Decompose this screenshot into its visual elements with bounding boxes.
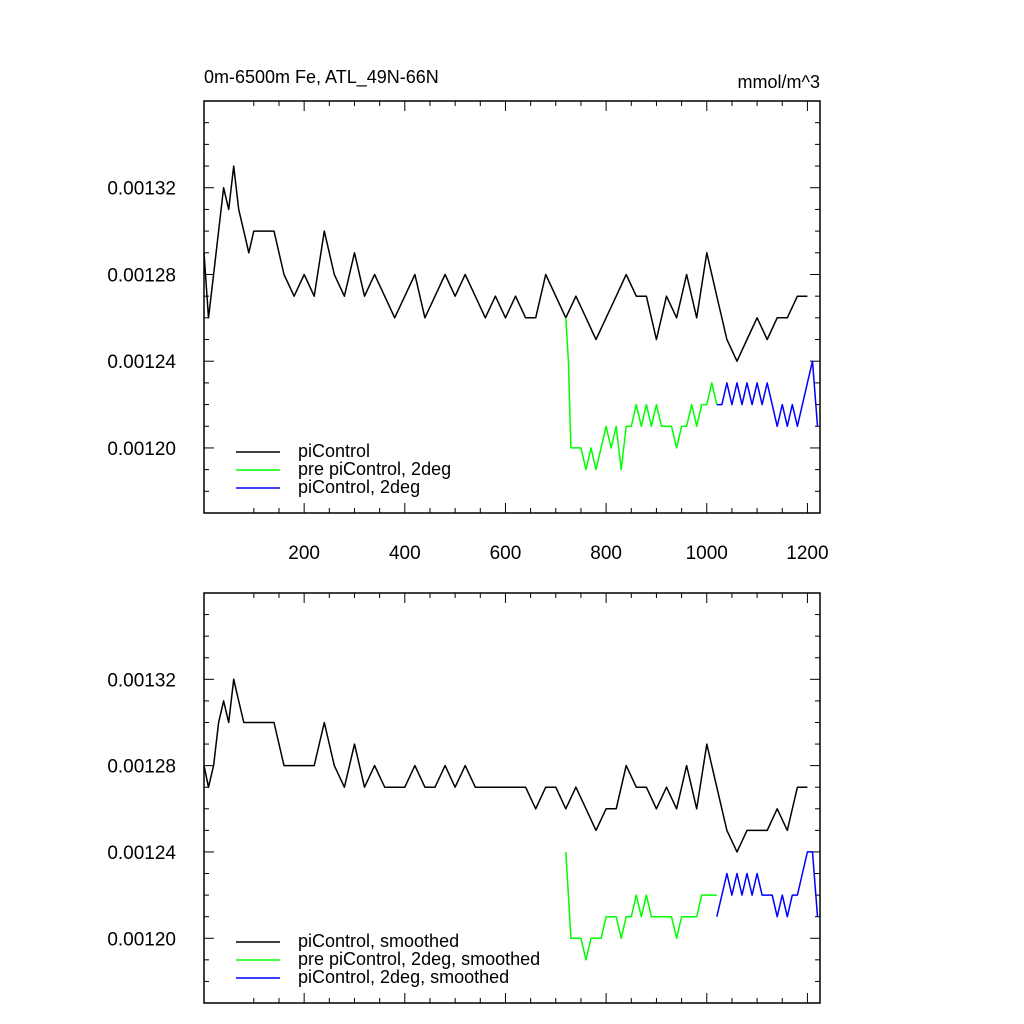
y-tick-label: 0.00128	[107, 757, 176, 778]
x-tick-label: 800	[590, 543, 622, 564]
y-tick-label: 0.00132	[107, 670, 176, 691]
legend-label: pre piControl, 2deg	[298, 459, 451, 479]
y-tick-labels-top: 0.00120 0.00124 0.00128 0.00132	[107, 179, 176, 460]
y-tick-label: 0.00128	[107, 265, 176, 286]
x-tick-label: 600	[490, 543, 522, 564]
panel-top: 0m-6500m Fe, ATL_49N-66N mmol/m^3 0.0012…	[107, 67, 828, 564]
series-line-2	[565, 851, 717, 961]
chart-title: 0m-6500m Fe, ATL_49N-66N	[204, 67, 439, 88]
x-tick-labels-top: 200 400 600 800 1000 1200	[288, 543, 828, 564]
series-group-bottom	[203, 678, 819, 961]
y-tick-label: 0.00124	[107, 843, 176, 864]
plot-frame-bottom	[203, 592, 821, 1004]
y-tick-label: 0.00120	[107, 929, 176, 950]
x-tick-label: 1000	[686, 543, 728, 564]
x-tick-label: 1200	[786, 543, 828, 564]
x-tick-label: 400	[389, 543, 421, 564]
series-line-1	[203, 678, 808, 853]
legend-label: pre piControl, 2deg, smoothed	[298, 949, 540, 969]
plot-frame-top	[203, 100, 821, 514]
series-line-1	[203, 165, 808, 362]
legend-label: piControl, smoothed	[298, 931, 459, 951]
y-tick-label: 0.00120	[107, 439, 176, 460]
series-group-top	[203, 165, 819, 471]
x-tick-label: 200	[288, 543, 320, 564]
series-line-3	[716, 360, 819, 428]
units-label: mmol/m^3	[738, 72, 820, 92]
series-line-2	[565, 317, 718, 471]
legend-label: piControl, 2deg, smoothed	[298, 967, 509, 987]
legend-label: piControl	[298, 441, 370, 461]
y-tick-labels-bottom: 0.00120 0.00124 0.00128 0.00132	[107, 670, 176, 950]
y-tick-label: 0.00124	[107, 352, 176, 373]
legend-label: piControl, 2deg	[298, 477, 420, 497]
series-line-3	[716, 851, 819, 918]
y-tick-label: 0.00132	[107, 179, 176, 200]
panel-bottom: 0.00120 0.00124 0.00128 0.00132 piControl, …	[107, 592, 821, 1004]
